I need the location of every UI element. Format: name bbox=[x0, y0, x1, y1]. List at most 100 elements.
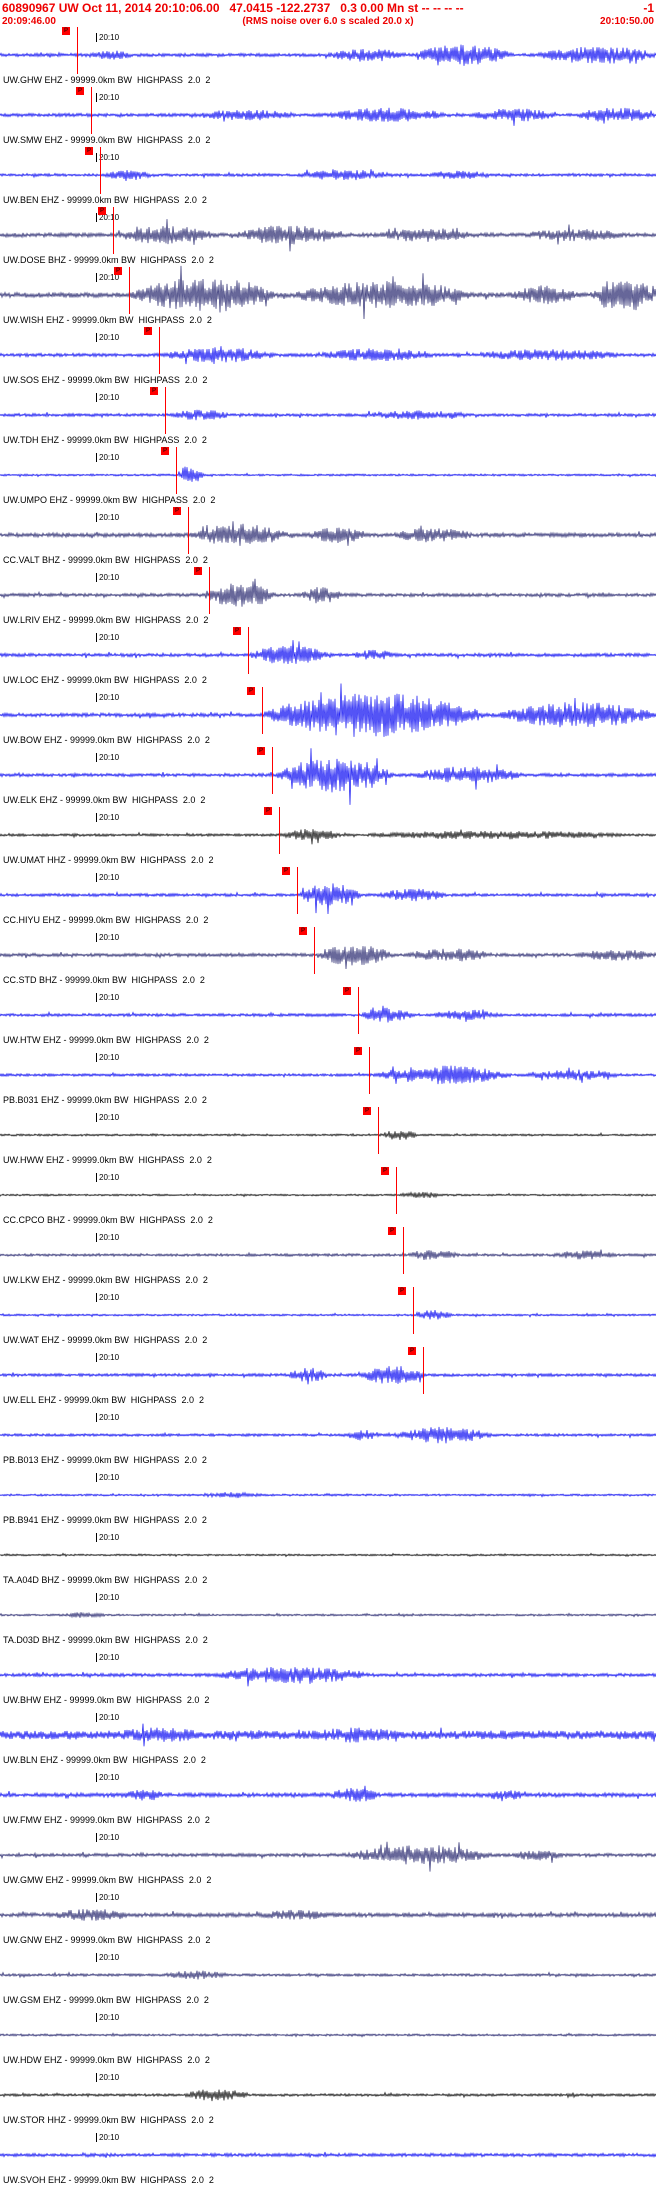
waveform[interactable] bbox=[0, 1056, 656, 1094]
time-tick-label: 20:10 bbox=[96, 1353, 119, 1362]
trace-row: 20:10 PB.B941 EHZ - 99999.0km BW HIGHPASS… bbox=[0, 1467, 656, 1527]
waveform[interactable] bbox=[0, 36, 656, 74]
trace-label: UW.WISH EHZ - 99999.0km BW HIGHPASS 2.0 … bbox=[3, 315, 212, 325]
waveform[interactable] bbox=[0, 156, 656, 194]
waveform[interactable] bbox=[0, 1416, 656, 1454]
event-header: 60890967 UW Oct 11, 2014 20:10:06.00 47.… bbox=[0, 0, 656, 27]
waveform[interactable] bbox=[0, 1836, 656, 1874]
pick-flag[interactable]: P bbox=[194, 567, 203, 575]
waveform[interactable] bbox=[0, 1476, 656, 1514]
time-tick-line: 20:10 bbox=[0, 747, 656, 762]
pick-flag[interactable]: P bbox=[85, 147, 94, 155]
time-tick-line: 20:10 bbox=[0, 1647, 656, 1662]
time-tick-line: 20:10 bbox=[0, 1227, 656, 1242]
waveform[interactable] bbox=[0, 636, 656, 674]
pick-flag[interactable]: P bbox=[150, 387, 159, 395]
pick-flag[interactable]: P bbox=[247, 687, 256, 695]
waveform[interactable] bbox=[0, 1716, 656, 1754]
waveform[interactable] bbox=[0, 216, 656, 254]
trace-row: 20:10 UW.SMW EHZ - 99999.0km BW HIGHPASS … bbox=[0, 87, 656, 147]
trace-row: 20:10 UW.BLN EHZ - 99999.0km BW HIGHPASS … bbox=[0, 1707, 656, 1767]
time-tick-line: 20:10 bbox=[0, 627, 656, 642]
pick-flag[interactable]: P bbox=[161, 447, 170, 455]
time-tick-line: 20:10 bbox=[0, 1287, 656, 1302]
trace-row: 20:10 UW.BHW EHZ - 99999.0km BW HIGHPASS … bbox=[0, 1647, 656, 1707]
waveform[interactable] bbox=[0, 748, 656, 805]
pick-flag[interactable]: P bbox=[76, 87, 85, 95]
trace-row: 20:10 UW.LRIV EHZ - 99999.0km BW HIGHPASS… bbox=[0, 567, 656, 627]
pick-flag[interactable]: P bbox=[233, 627, 242, 635]
waveform[interactable] bbox=[0, 336, 656, 374]
waveform[interactable] bbox=[0, 396, 656, 434]
waveform[interactable] bbox=[0, 1776, 656, 1814]
time-tick-label: 20:10 bbox=[96, 813, 119, 822]
waveform[interactable] bbox=[0, 1356, 656, 1394]
time-tick-line: 20:10 bbox=[0, 1107, 656, 1122]
waveform[interactable] bbox=[0, 576, 656, 614]
waveform[interactable] bbox=[0, 683, 656, 737]
waveform[interactable] bbox=[0, 1896, 656, 1934]
pick-flag[interactable]: P bbox=[343, 987, 352, 995]
pick-time-line bbox=[358, 987, 359, 1034]
waveform[interactable] bbox=[0, 936, 656, 974]
trace-label: UW.HTW EHZ - 99999.0km BW HIGHPASS 2.0 2 bbox=[3, 1035, 209, 1045]
waveform[interactable] bbox=[0, 1236, 656, 1274]
pick-flag[interactable]: P bbox=[398, 1287, 407, 1295]
trace-row: 20:10 UW.TDH EHZ - 99999.0km BW HIGHPASS … bbox=[0, 387, 656, 447]
pick-flag[interactable]: P bbox=[363, 1107, 372, 1115]
pick-flag[interactable]: P bbox=[282, 867, 291, 875]
time-tick-label: 20:10 bbox=[96, 1533, 119, 1542]
pick-flag[interactable]: P bbox=[299, 927, 308, 935]
trace-row: 20:10 CC.CPCO BHZ - 99999.0km BW HIGHPASS… bbox=[0, 1167, 656, 1227]
waveform[interactable] bbox=[0, 996, 656, 1034]
time-tick-label: 20:10 bbox=[96, 1113, 119, 1122]
time-tick-line: 20:10 bbox=[0, 2067, 656, 2082]
pick-flag[interactable]: P bbox=[408, 1347, 417, 1355]
pick-flag[interactable]: P bbox=[114, 267, 123, 275]
pick-time-line bbox=[272, 747, 273, 794]
pick-flag[interactable]: P bbox=[98, 207, 107, 215]
time-tick-label: 20:10 bbox=[96, 1893, 119, 1902]
waveform[interactable] bbox=[0, 265, 656, 320]
waveform[interactable] bbox=[0, 96, 656, 134]
waveform[interactable] bbox=[0, 2016, 656, 2054]
trace-row: 20:10 UW.BOW EHZ - 99999.0km BW HIGHPASS … bbox=[0, 683, 656, 747]
trace-list: 20:10 UW.GHW EHZ - 99999.0km BW HIGHPASS … bbox=[0, 27, 656, 2187]
pick-flag[interactable]: P bbox=[173, 507, 182, 515]
time-tick-label: 20:10 bbox=[96, 1233, 119, 1242]
pick-time-line bbox=[100, 147, 101, 194]
waveform[interactable] bbox=[0, 1116, 656, 1154]
time-tick-line: 20:10 bbox=[0, 267, 656, 282]
time-tick-label: 20:10 bbox=[96, 1053, 119, 1062]
pick-flag[interactable]: P bbox=[144, 327, 153, 335]
waveform[interactable] bbox=[0, 2076, 656, 2114]
waveform[interactable] bbox=[0, 1656, 656, 1694]
waveform[interactable] bbox=[0, 456, 656, 494]
pick-flag[interactable]: P bbox=[354, 1047, 363, 1055]
waveform[interactable] bbox=[0, 1956, 656, 1994]
pick-time-line bbox=[297, 867, 298, 914]
waveform[interactable] bbox=[0, 816, 656, 854]
pick-time-line bbox=[176, 447, 177, 494]
waveform[interactable] bbox=[0, 1596, 656, 1634]
waveform[interactable] bbox=[0, 876, 656, 915]
waveform[interactable] bbox=[0, 1176, 656, 1214]
pick-flag[interactable]: P bbox=[381, 1167, 390, 1175]
waveform[interactable] bbox=[0, 1296, 656, 1334]
time-tick-label: 20:10 bbox=[96, 1773, 119, 1782]
trace-label: TA.A04D BHZ - 99999.0km BW HIGHPASS 2.0 … bbox=[3, 1575, 208, 1585]
waveform[interactable] bbox=[0, 2136, 656, 2174]
pick-time-line bbox=[403, 1227, 404, 1274]
trace-row: 20:10 UW.SOS EHZ - 99999.0km BW HIGHPASS … bbox=[0, 327, 656, 387]
pick-flag[interactable]: P bbox=[264, 807, 273, 815]
waveform[interactable] bbox=[0, 1536, 656, 1574]
time-tick-label: 20:10 bbox=[96, 1293, 119, 1302]
pick-flag[interactable]: P bbox=[257, 747, 266, 755]
pick-flag[interactable]: P bbox=[388, 1227, 397, 1235]
trace-row: 20:10 UW.UMPO EHZ - 99999.0km BW HIGHPASS… bbox=[0, 447, 656, 507]
pick-flag[interactable]: P bbox=[62, 27, 71, 35]
trace-label: UW.GMW EHZ - 99999.0km BW HIGHPASS 2.0 2 bbox=[3, 1875, 212, 1885]
waveform[interactable] bbox=[0, 516, 656, 554]
time-tick-line: 20:10 bbox=[0, 207, 656, 222]
time-tick-line: 20:10 bbox=[0, 1827, 656, 1842]
